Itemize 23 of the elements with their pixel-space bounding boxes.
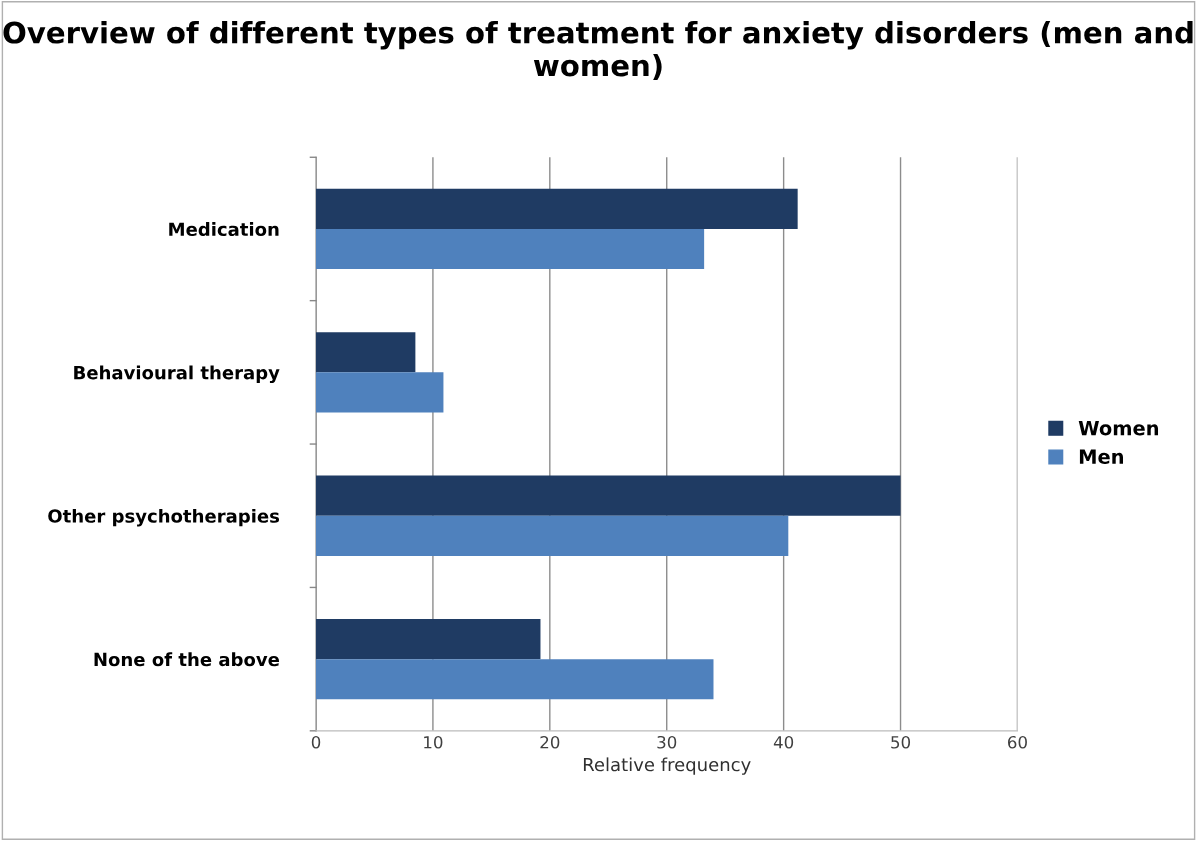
y-tick-label: None of the above	[94, 652, 280, 667]
x-tick-label: 50	[891, 735, 911, 749]
x-tick-label: 20	[540, 735, 560, 749]
bar	[316, 659, 714, 700]
bar	[316, 515, 789, 556]
bar	[316, 618, 541, 660]
y-tick-label: Other psychotherapies	[48, 508, 280, 527]
bar	[316, 372, 444, 413]
bar	[316, 332, 416, 373]
bar	[316, 228, 705, 270]
x-tick-label: 10	[424, 735, 443, 749]
bar	[316, 188, 798, 229]
x-axis-title: Relative frequency	[583, 757, 751, 775]
bar	[316, 475, 901, 516]
legend-label: Men	[1079, 449, 1124, 464]
y-tick-label: Behavioural therapy	[74, 365, 280, 384]
x-tick-label: 30	[657, 735, 677, 749]
chart-title: Overview of different types of treatment for anxiety disorders (men and women)	[3, 21, 1193, 80]
y-tick-label: Medication	[169, 222, 279, 237]
x-tick-label: 0	[311, 735, 321, 749]
legend-label: Women	[1078, 420, 1159, 436]
x-tick-label: 40	[773, 735, 794, 749]
x-tick-label: 60	[1008, 735, 1027, 749]
